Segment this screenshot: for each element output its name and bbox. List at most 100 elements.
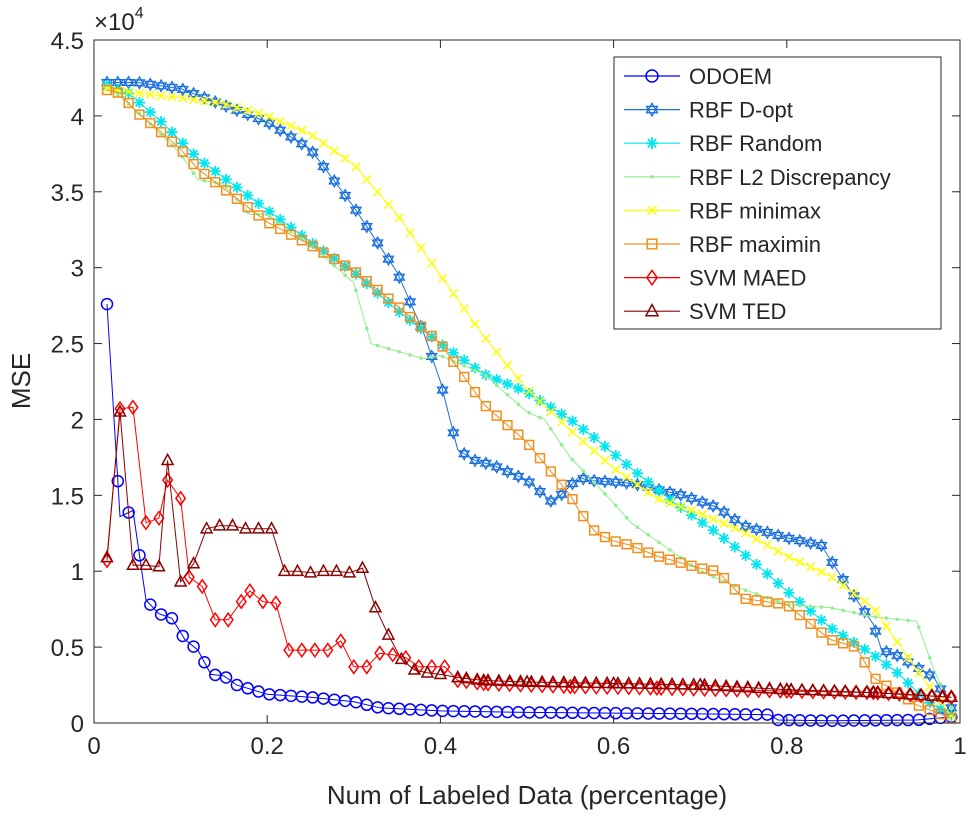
data-point-rbf-minimax-21-b bbox=[329, 146, 339, 156]
data-point-rbf-minimax-16-b bbox=[275, 116, 285, 127]
data-point-rbf-d-opt-31 bbox=[436, 382, 449, 398]
data-point-svm-ted-9 bbox=[212, 518, 227, 531]
data-point-svm-ted-tail-20 bbox=[676, 677, 690, 690]
data-point-rbf-minimax-43-b bbox=[567, 427, 578, 437]
y-tick-label-2: 1 bbox=[71, 559, 84, 586]
data-point-rbf-maximin-29 bbox=[415, 321, 427, 332]
data-point-svm-maed-tail-19 bbox=[666, 680, 678, 697]
data-point-rbf-maximin-66 bbox=[816, 627, 827, 638]
data-point-rbf-maximin-65 bbox=[805, 618, 816, 629]
data-point-svm-maed-13 bbox=[257, 593, 269, 610]
data-point-rbf-d-opt-25-down bbox=[371, 239, 384, 250]
data-point-svm-maed-20 bbox=[348, 658, 360, 675]
data-point-rbf-minimax-25-b bbox=[372, 187, 383, 197]
data-point-rbf-d-opt-8 bbox=[187, 86, 200, 101]
data-point-rbf-d-opt-41-up bbox=[544, 493, 557, 505]
data-point-rbf-random-56-d2 bbox=[708, 525, 718, 535]
data-point-svm-ted-tail-33 bbox=[816, 683, 831, 696]
data-point-rbf-d-opt-48-down bbox=[620, 479, 633, 490]
data-point-rbf-minimax-11 bbox=[221, 99, 231, 110]
data-point-svm-ted-21 bbox=[368, 600, 383, 613]
data-point-rbf-minimax-6 bbox=[167, 92, 177, 102]
data-point-rbf-d-opt-60-up bbox=[750, 522, 763, 533]
exponent-label: ×104 bbox=[94, 5, 144, 36]
data-point-rbf-minimax-66-b bbox=[816, 567, 827, 577]
data-point-rbf-random-70-d2 bbox=[860, 644, 870, 654]
data-point-rbf-maximin-47 bbox=[610, 536, 621, 547]
data-point-rbf-minimax-9 bbox=[199, 96, 210, 106]
data-point-rbf-d-opt-61-down bbox=[761, 528, 774, 540]
data-point-rbf-d-opt-15-up bbox=[263, 116, 276, 127]
data-point-rbf-l2-discrepancy-37 bbox=[505, 392, 510, 397]
data-point-rbf-maximin-25 bbox=[372, 284, 383, 296]
data-point-svm-ted-tail-44 bbox=[935, 689, 950, 702]
data-point-rbf-minimax-46 bbox=[600, 455, 610, 466]
data-point-rbf-minimax-55 bbox=[697, 509, 708, 520]
data-point-rbf-minimax-16 bbox=[275, 116, 285, 127]
data-point-rbf-minimax-67-b bbox=[827, 572, 837, 583]
data-point-rbf-d-opt-65-down bbox=[804, 539, 817, 551]
data-point-rbf-minimax-62-b bbox=[773, 546, 783, 556]
data-point-rbf-random-72 bbox=[880, 659, 892, 671]
data-point-rbf-d-opt-33-up bbox=[458, 446, 471, 458]
y-axis-label: MSE bbox=[6, 353, 36, 409]
data-point-rbf-d-opt-35 bbox=[479, 456, 492, 471]
legend-label-svm-maed: SVM MAED bbox=[689, 266, 806, 291]
data-point-svm-ted-15 bbox=[290, 563, 305, 577]
data-point-rbf-minimax-12-b bbox=[232, 102, 242, 113]
data-point-rbf-l2-discrepancy-66 bbox=[819, 605, 824, 609]
data-point-rbf-random-61-d2 bbox=[762, 569, 772, 579]
data-point-rbf-d-opt-26-down bbox=[382, 255, 395, 267]
data-point-rbf-d-opt-14 bbox=[252, 111, 265, 126]
data-point-rbf-maximin-56 bbox=[708, 565, 719, 576]
data-point-rbf-maximin-51 bbox=[653, 551, 665, 562]
data-point-rbf-d-opt-73 bbox=[891, 648, 904, 663]
data-point-rbf-minimax-36-b bbox=[492, 347, 502, 357]
data-point-rbf-d-opt-13-down bbox=[241, 110, 254, 122]
data-point-rbf-random-30-d2 bbox=[427, 332, 437, 342]
data-point-odoem-8 bbox=[187, 640, 200, 653]
data-point-rbf-d-opt-4 bbox=[144, 77, 157, 92]
data-point-rbf-maximin-37 bbox=[502, 419, 513, 431]
data-point-rbf-minimax-3 bbox=[134, 88, 145, 99]
data-point-rbf-d-opt-20-up bbox=[317, 159, 330, 171]
data-point-rbf-maximin-43 bbox=[567, 493, 578, 505]
data-point-rbf-l2-discrepancy-15 bbox=[267, 214, 272, 218]
data-point-rbf-minimax-33-b bbox=[459, 303, 469, 314]
legend-marker-svm-ted bbox=[644, 303, 660, 317]
data-point-rbf-d-opt-46-down bbox=[598, 477, 612, 489]
data-point-rbf-minimax-32 bbox=[448, 288, 459, 299]
y-tick-label-3: 1.5 bbox=[51, 483, 84, 510]
data-point-rbf-d-opt-37-up bbox=[501, 464, 514, 476]
data-point-rbf-minimax-1-b bbox=[113, 85, 123, 95]
data-point-rbf-random-67-d2 bbox=[827, 624, 837, 634]
data-point-rbf-minimax-37-b bbox=[502, 360, 513, 370]
data-point-svm-maed-6 bbox=[175, 490, 187, 507]
data-point-rbf-l2-discrepancy-70 bbox=[862, 613, 867, 617]
data-point-rbf-minimax-26-b bbox=[383, 199, 394, 210]
x-tick-label-3: 0.6 bbox=[597, 733, 630, 760]
data-point-rbf-minimax-63-b bbox=[784, 552, 794, 562]
data-point-rbf-minimax-63 bbox=[784, 552, 794, 562]
data-point-rbf-random-70 bbox=[859, 643, 871, 655]
data-point-rbf-maximin-28 bbox=[404, 311, 416, 323]
data-point-rbf-d-opt-34 bbox=[468, 453, 482, 468]
data-point-rbf-minimax-53-b bbox=[676, 502, 686, 512]
data-point-rbf-l2-discrepancy-8 bbox=[191, 171, 196, 175]
data-point-rbf-random-6-d2 bbox=[167, 127, 177, 137]
data-point-rbf-d-opt-66-up bbox=[815, 538, 828, 549]
data-point-rbf-random-6 bbox=[166, 126, 178, 138]
data-point-rbf-d-opt-55 bbox=[696, 495, 709, 510]
data-point-rbf-l2-discrepancy-46 bbox=[603, 492, 607, 496]
data-point-rbf-random-74 bbox=[902, 677, 914, 689]
data-point-rbf-maximin-75 bbox=[913, 700, 925, 711]
data-point-svm-ted-23 bbox=[394, 651, 409, 665]
data-point-svm-maed-tail-16 bbox=[633, 679, 646, 696]
data-point-rbf-minimax-58 bbox=[730, 523, 740, 533]
data-point-rbf-l2-discrepancy-52 bbox=[668, 548, 672, 552]
data-point-rbf-d-opt-68-up bbox=[836, 572, 850, 584]
data-point-rbf-maximin-0 bbox=[101, 84, 113, 96]
data-point-rbf-d-opt-14-down bbox=[252, 115, 265, 126]
data-point-svm-ted-26 bbox=[433, 666, 448, 680]
data-point-svm-maed-tail-39 bbox=[882, 685, 895, 702]
